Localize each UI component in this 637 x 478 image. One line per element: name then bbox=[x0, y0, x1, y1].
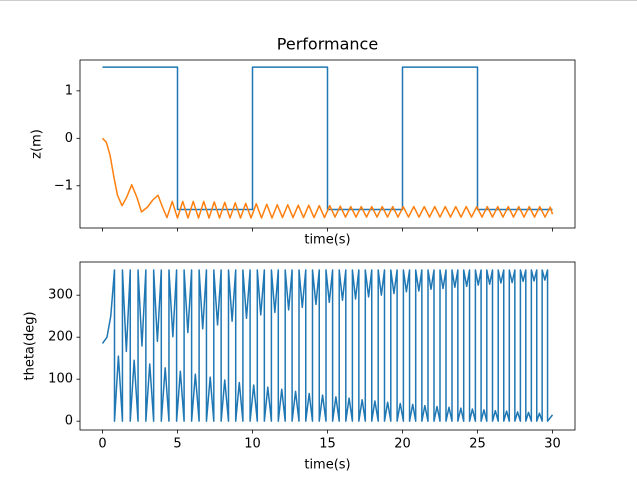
chart-title: Performance bbox=[277, 35, 378, 54]
x-tick-label: 0 bbox=[98, 437, 106, 452]
data-line bbox=[101, 137, 554, 219]
x-tick-label: 30 bbox=[544, 437, 561, 452]
y-axis-label: z(m) bbox=[30, 129, 45, 159]
y-tick-label: 0 bbox=[65, 131, 73, 146]
data-line bbox=[102, 66, 553, 211]
y-tick-label: 200 bbox=[48, 330, 73, 345]
x-axis-label: time(s) bbox=[304, 233, 350, 248]
y-tick-label: −1 bbox=[54, 178, 73, 193]
x-axis-label: time(s) bbox=[304, 458, 350, 473]
x-tick-label: 5 bbox=[173, 437, 181, 452]
y-tick-label: 0 bbox=[65, 414, 73, 429]
y-tick-label: 100 bbox=[48, 372, 73, 387]
y-axis-label: theta(deg) bbox=[23, 311, 38, 380]
x-tick-label: 20 bbox=[394, 437, 411, 452]
x-tick-label: 25 bbox=[469, 437, 486, 452]
y-tick-label: 300 bbox=[48, 288, 73, 303]
x-tick-label: 15 bbox=[319, 437, 336, 452]
x-tick-label: 10 bbox=[244, 437, 261, 452]
y-tick-label: 1 bbox=[65, 83, 73, 98]
data-line bbox=[101, 269, 554, 422]
